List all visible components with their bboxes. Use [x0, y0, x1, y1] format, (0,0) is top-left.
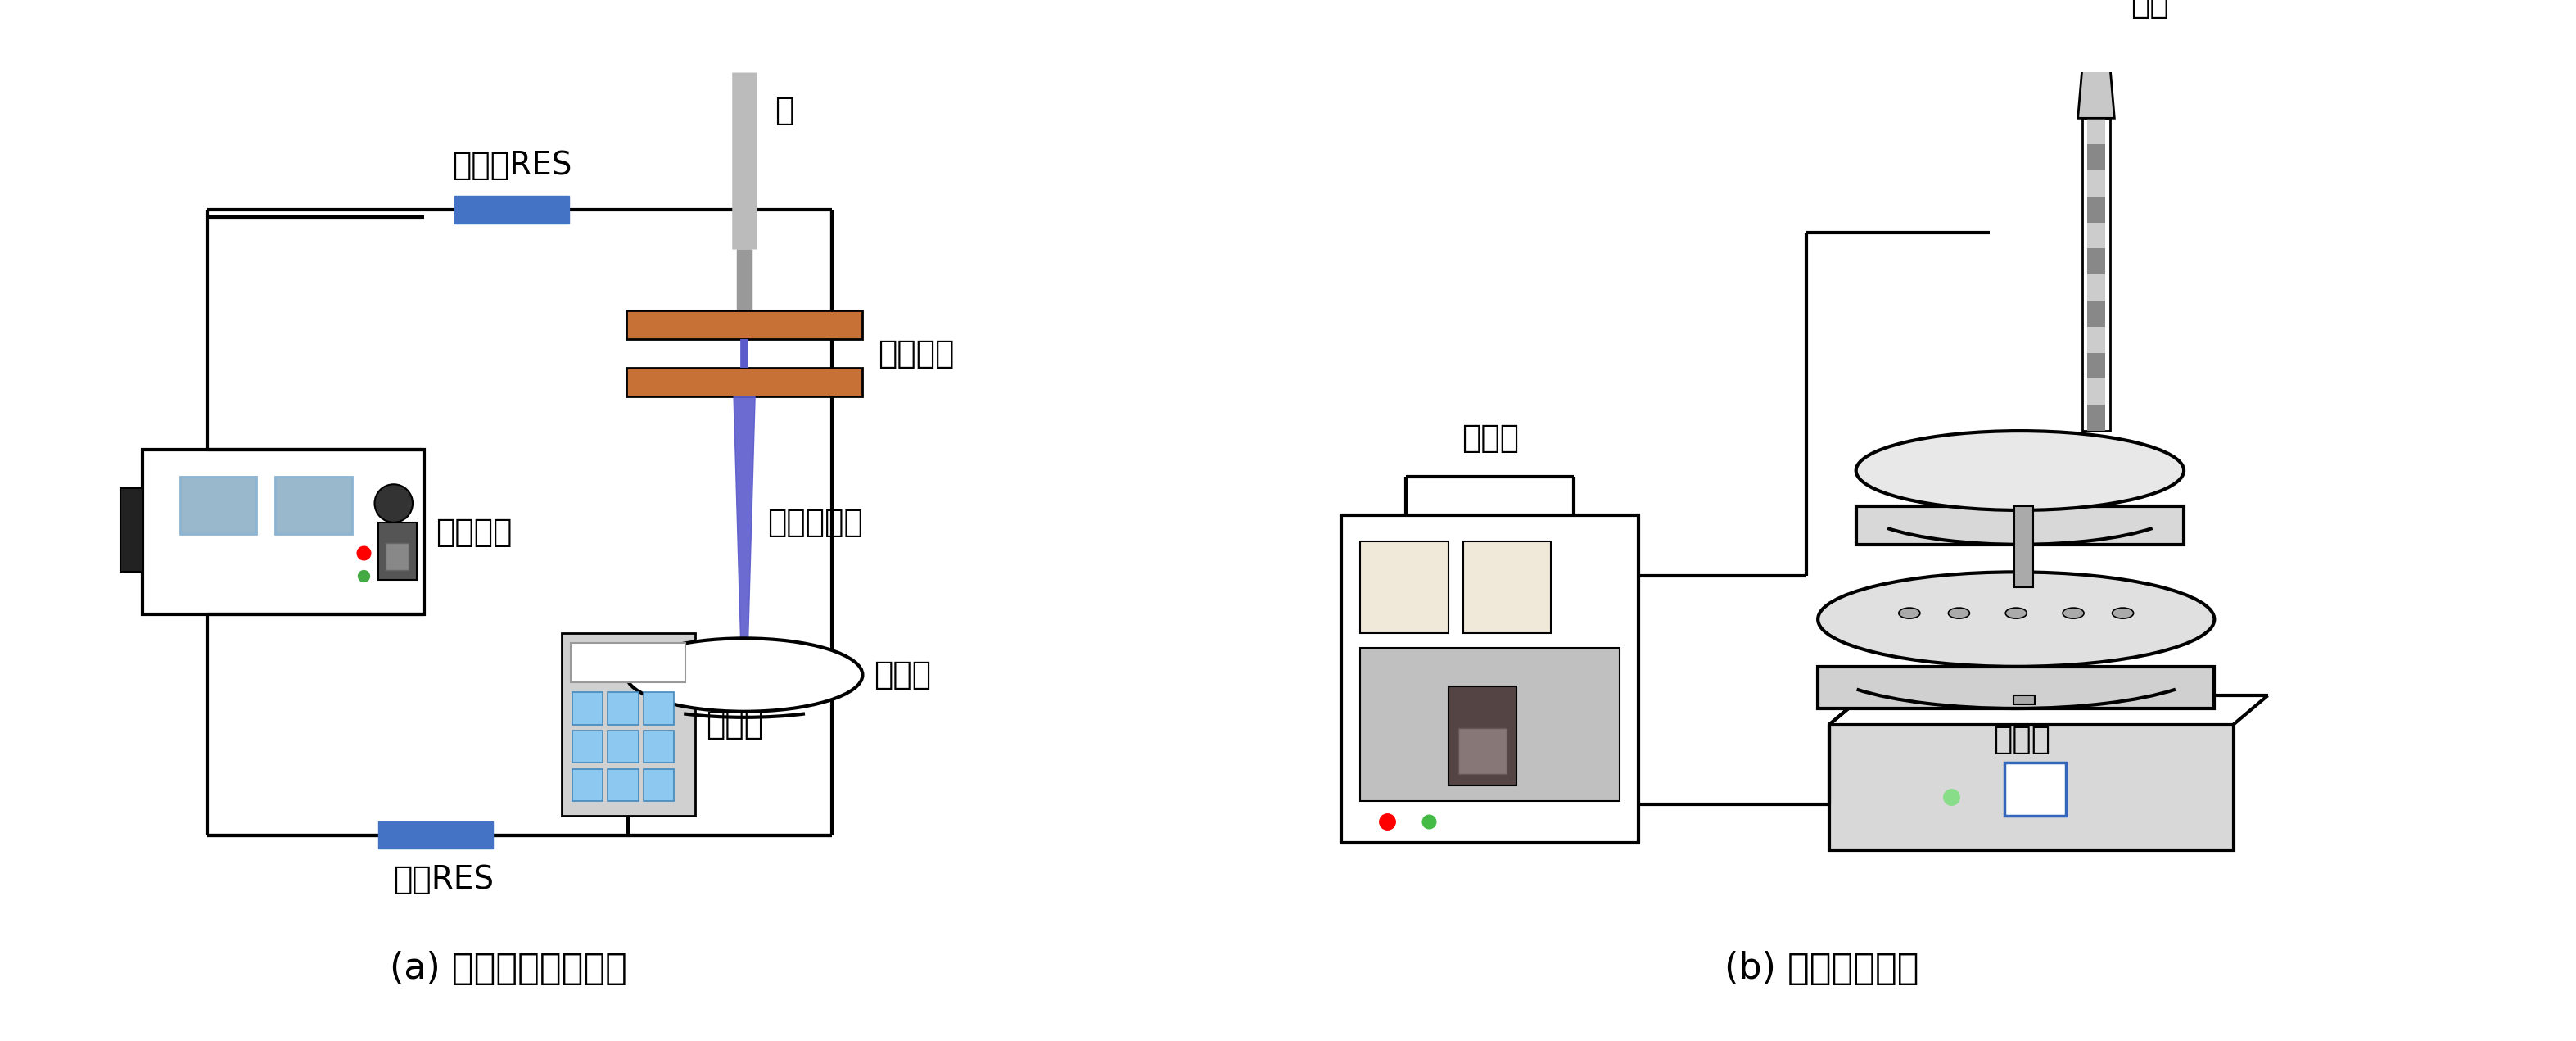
Bar — [644, 768, 675, 801]
Text: 镇流器RES: 镇流器RES — [451, 150, 572, 181]
Text: 阴极循环: 阴极循环 — [878, 338, 953, 370]
Bar — [2087, 379, 2105, 405]
Bar — [2087, 275, 2105, 301]
Bar — [1360, 649, 1620, 801]
Polygon shape — [734, 397, 755, 637]
Text: 针: 针 — [775, 95, 793, 126]
Bar — [2087, 119, 2105, 145]
Bar — [1857, 506, 2184, 544]
Bar — [626, 367, 863, 397]
Bar — [2087, 249, 2105, 275]
Bar — [562, 633, 696, 816]
Ellipse shape — [374, 484, 412, 523]
Bar — [644, 692, 675, 725]
Ellipse shape — [1819, 572, 2215, 666]
Polygon shape — [2079, 65, 2115, 119]
Bar — [1829, 725, 2233, 850]
Bar — [276, 477, 353, 534]
Bar — [626, 310, 863, 339]
Bar — [2004, 763, 2066, 816]
Bar — [2087, 145, 2105, 171]
Bar — [1342, 515, 1638, 843]
Bar — [379, 523, 417, 580]
Ellipse shape — [626, 638, 863, 712]
Bar — [1448, 686, 1517, 786]
Ellipse shape — [2063, 608, 2084, 618]
Bar — [2087, 301, 2105, 327]
Text: (a) 辉光放电等离子体: (a) 辉光放电等离子体 — [389, 950, 626, 986]
Bar — [1463, 541, 1551, 633]
Text: 等离子射流: 等离子射流 — [768, 507, 863, 538]
Text: 万用表: 万用表 — [706, 709, 762, 740]
Text: 反应器: 反应器 — [873, 659, 933, 690]
Bar — [2087, 405, 2105, 431]
Bar — [1360, 541, 1448, 633]
Bar — [608, 692, 639, 725]
Bar — [572, 731, 603, 763]
Bar — [1458, 729, 1507, 775]
Bar — [2014, 506, 2032, 587]
Text: 反应器: 反应器 — [1994, 725, 2050, 756]
Bar — [180, 477, 258, 534]
Bar — [2087, 327, 2105, 353]
Bar — [2081, 119, 2110, 431]
Bar — [121, 488, 142, 572]
Bar — [2087, 171, 2105, 197]
Ellipse shape — [1857, 431, 2184, 510]
Text: 检验RES: 检验RES — [394, 864, 495, 895]
Bar — [2087, 223, 2105, 249]
Bar — [2012, 695, 2035, 705]
Bar — [456, 196, 569, 224]
Bar — [608, 731, 639, 763]
Bar — [386, 543, 410, 569]
Ellipse shape — [1899, 608, 1919, 618]
Text: 控制器: 控制器 — [1461, 423, 1520, 454]
Bar — [379, 821, 492, 848]
Bar — [608, 768, 639, 801]
Bar — [569, 643, 685, 683]
Text: 氙灯: 氙灯 — [2130, 0, 2169, 20]
Bar — [572, 768, 603, 801]
Bar — [572, 692, 603, 725]
Bar — [2087, 353, 2105, 379]
Ellipse shape — [2007, 608, 2027, 618]
Bar — [2087, 197, 2105, 223]
Bar — [644, 731, 675, 763]
Bar — [1819, 666, 2215, 709]
Text: (b) 光化学反应仪: (b) 光化学反应仪 — [1723, 950, 1919, 986]
Ellipse shape — [1947, 608, 1971, 618]
Bar — [142, 450, 425, 614]
Text: 稳电压源: 稳电压源 — [435, 516, 513, 548]
Ellipse shape — [2112, 608, 2133, 618]
